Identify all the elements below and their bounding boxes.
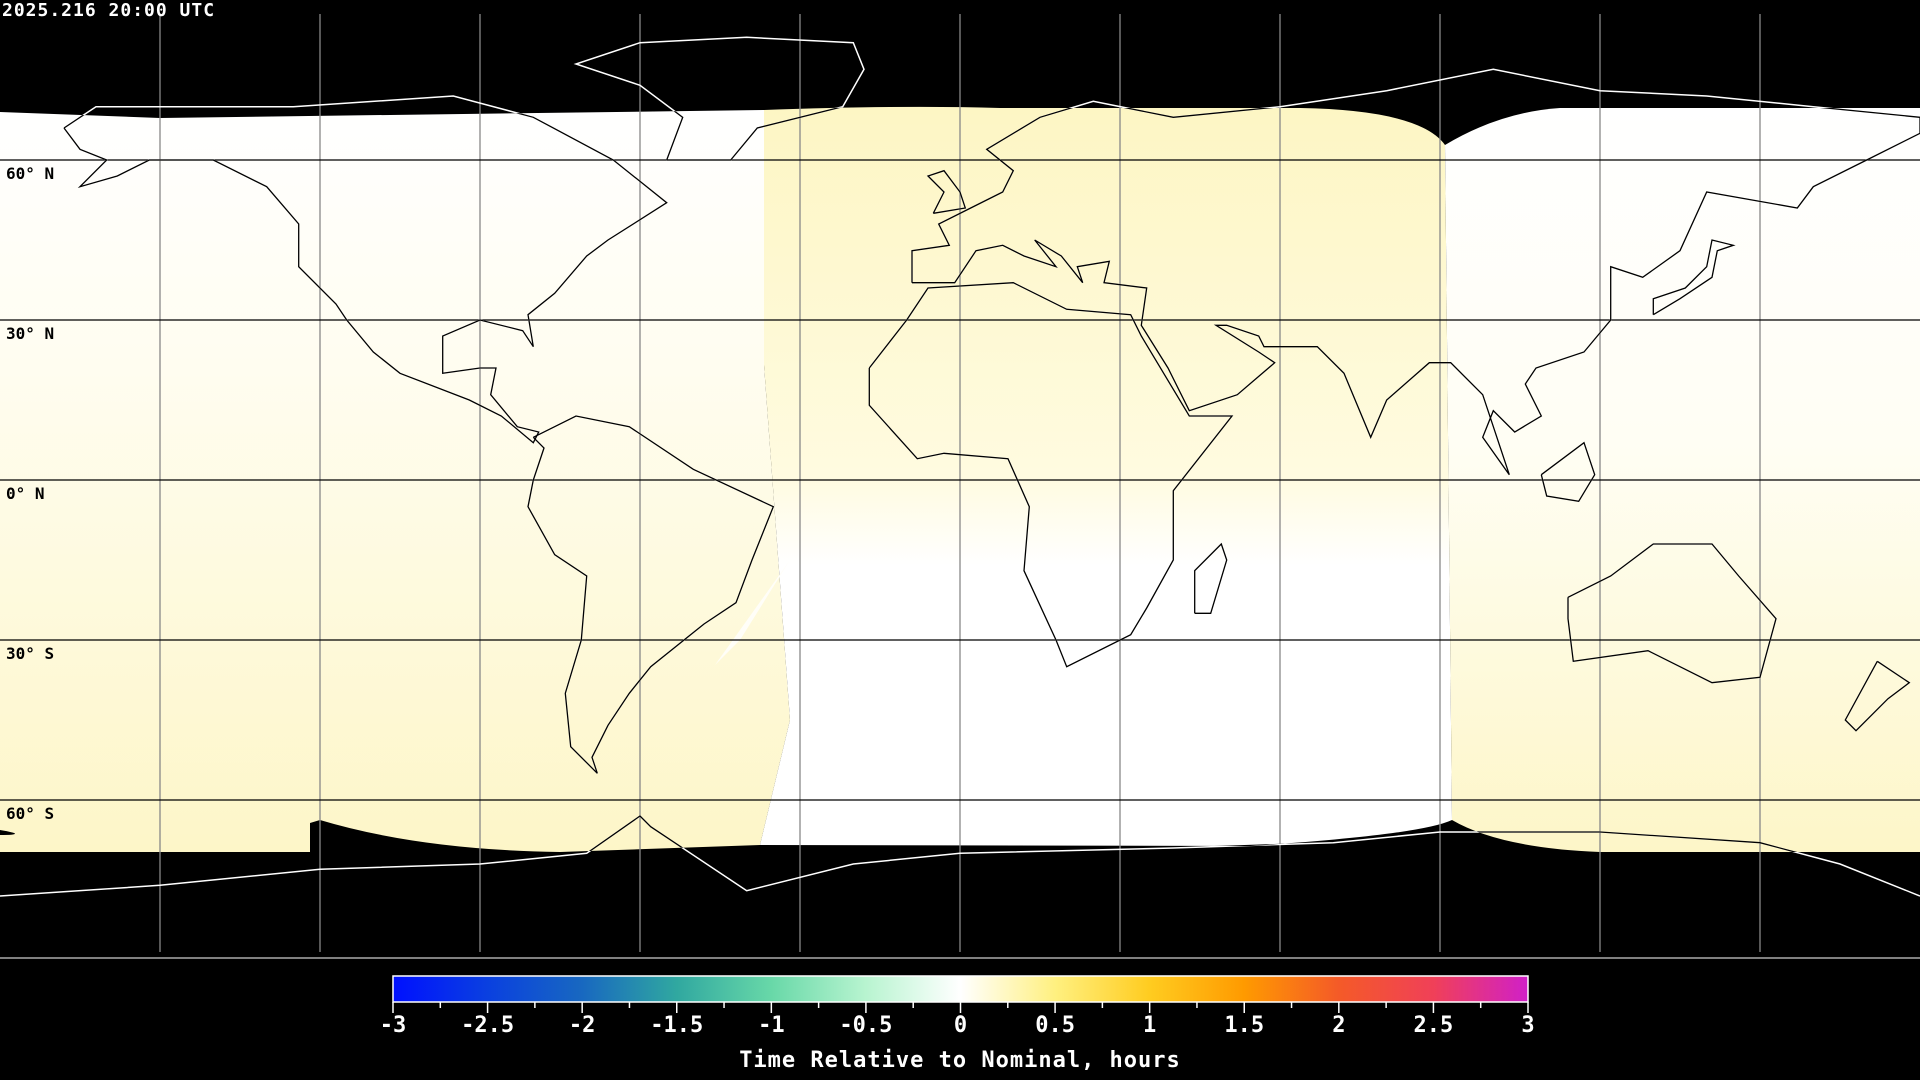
timestamp: 2025.216 20:00 UTC (2, 0, 216, 21)
colorbar-title: Time Relative to Nominal, hours (739, 1048, 1181, 1073)
colorbar-tick-label: 1 (1143, 1013, 1157, 1038)
coastline-south-america (527, 415, 775, 774)
swath-west (0, 110, 790, 852)
coastline-britain (926, 169, 967, 214)
coastlines (0, 106, 1920, 852)
colorbar-tick-label: 0 (953, 1013, 968, 1038)
coastline-new-zealand (1844, 660, 1911, 732)
coastline-north-america (63, 106, 668, 444)
coastline-australia (1567, 543, 1777, 684)
lat-label-30s: 30° S (6, 644, 55, 663)
coastline-borneo (1540, 441, 1596, 503)
data-fill (0, 106, 1920, 852)
coastline-greenland (573, 106, 865, 161)
coastline-eurasia (911, 106, 1920, 476)
colorbar-gradient (392, 975, 1529, 1003)
coastline-japan (1652, 239, 1736, 316)
coastline-antarctica (0, 815, 1920, 852)
lat-label-30n: 30° N (6, 324, 55, 343)
colorbar-tick-label: 0.5 (1035, 1013, 1075, 1038)
colorbar-tick-label: -2 (568, 1013, 596, 1038)
swath-center (760, 106, 1452, 846)
lat-label-60s: 60° S (6, 804, 55, 823)
colorbar-tick-label: -0.5 (839, 1013, 893, 1038)
colorbar-tick-label: 2.5 (1413, 1013, 1454, 1038)
lat-label-0n: 0° N (6, 484, 45, 503)
coastline-madagascar (1194, 542, 1228, 614)
swath-streak (715, 560, 790, 665)
colorbar-tick-label: -3 (379, 1013, 407, 1038)
lat-label-60n: 60° N (6, 164, 55, 183)
colorbar-tick-label: -1 (758, 1013, 785, 1038)
coastline-africa (868, 282, 1234, 668)
colorbar (392, 975, 1529, 1013)
graticule (0, 14, 1920, 952)
colorbar-tick-label: 3 (1521, 1013, 1535, 1038)
colorbar-tick-label: 2 (1332, 1013, 1346, 1038)
colorbar-tick-label: -2.5 (461, 1013, 515, 1038)
colorbar-tick-label: 1.5 (1224, 1013, 1265, 1038)
colorbar-tick-label: -1.5 (650, 1013, 704, 1038)
colorbar-ticks (392, 1002, 1529, 1013)
